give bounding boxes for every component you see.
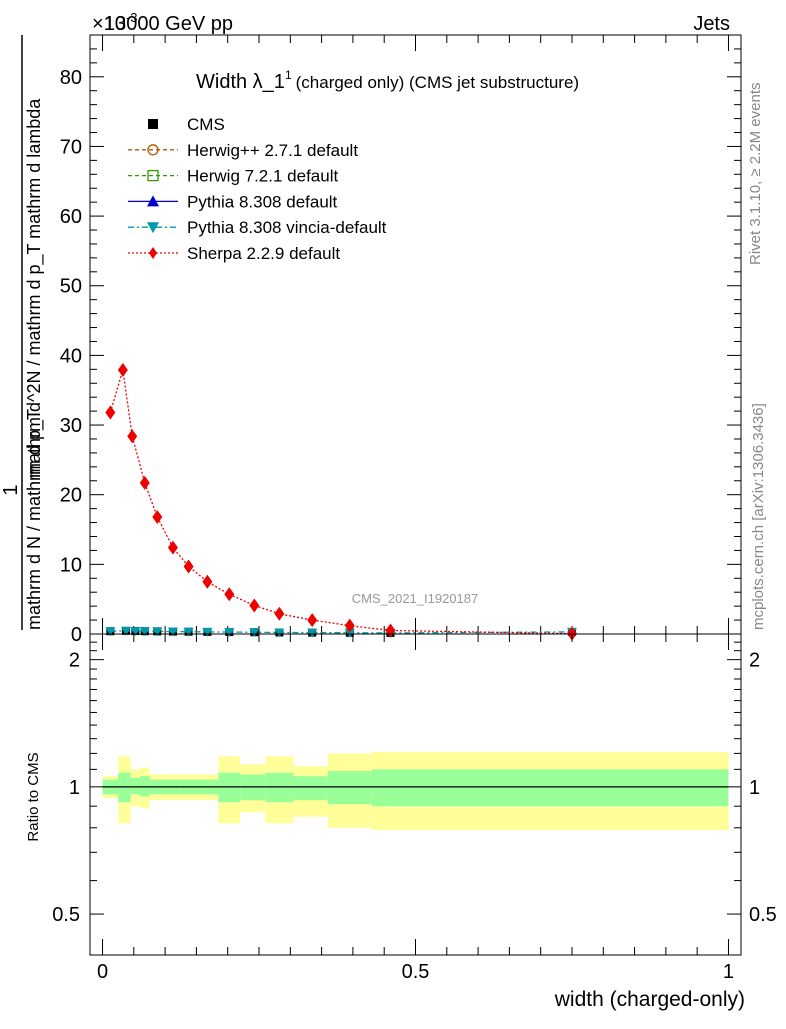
series-4-point	[183, 627, 194, 637]
legend-label: Pythia 8.308 default	[187, 192, 338, 211]
ylabel-ratio: Ratio to CMS	[25, 752, 42, 841]
legend-label: CMS	[187, 115, 225, 134]
series-4-point	[249, 628, 260, 638]
legend-label: Pythia 8.308 vincia-default	[187, 218, 387, 237]
ratio-y-tick-label: 0.5	[52, 904, 80, 926]
process-label: 13000 GeV pp	[104, 13, 233, 35]
ratio-y-tick-label: 1	[69, 777, 80, 799]
y-tick-label: 80	[60, 67, 82, 89]
series-5-point	[105, 405, 116, 420]
x-tick-label: 0	[97, 961, 108, 983]
series-4-point	[105, 627, 116, 637]
series-4-point	[344, 628, 355, 638]
legend-marker	[147, 195, 159, 207]
mcplots-label: mcplots.cern.ch [arXiv:1306.3436]	[750, 403, 767, 630]
x-axis-title: width (charged-only)	[554, 988, 745, 1011]
legend-marker	[148, 119, 158, 129]
y-axis-title-main: 1 mathrm d N / mathrm d p_T mathrm d^2N …	[0, 35, 45, 630]
series-5-line	[109, 369, 573, 635]
x-tick-label: 0.5	[402, 961, 430, 983]
x-tick-label: 1	[723, 961, 734, 983]
series-4-point	[224, 628, 235, 638]
ratio-band-inner	[327, 771, 372, 805]
analysis-label: CMS_2021_I1920187	[352, 591, 479, 606]
y-tick-label: 10	[60, 554, 82, 576]
y-tick-label: 50	[60, 276, 82, 298]
main-plot-panel: 0 10 20 30 40 50 60 70 80	[60, 34, 742, 646]
ratio-plot-panel: 0.5 0.5 1 1 2 2 0 0.5 1	[52, 633, 777, 983]
legend-marker	[147, 169, 159, 182]
y-tick-label: 20	[60, 485, 82, 507]
y-tick-label: 70	[60, 136, 82, 158]
series-4-point	[152, 627, 163, 637]
series-5-point	[167, 540, 178, 555]
exponent-label: ×10-3	[92, 10, 138, 35]
y-tick-label: 60	[60, 206, 82, 228]
ylabel-right: mathrm d^2N / mathrm d p_T mathrm d lamb…	[24, 98, 45, 478]
legend-label: Sherpa 2.2.9 default	[187, 244, 340, 263]
ratio-y-tick-label-right: 1	[749, 777, 760, 799]
ratio-band-inner	[140, 776, 150, 797]
series-5-point	[139, 475, 150, 490]
category-label: Jets	[693, 13, 730, 35]
series-5-point	[224, 587, 235, 602]
series-5-point	[307, 613, 318, 628]
y-tick-label: 30	[60, 415, 82, 437]
series-5-point	[202, 574, 213, 589]
series-5-point	[117, 363, 128, 378]
chart-title: Width λ_11 (charged only) (CMS jet substr…	[196, 68, 579, 93]
y-tick-label: 40	[60, 345, 82, 367]
legend-marker	[147, 222, 159, 234]
series-4-point	[120, 626, 131, 636]
legend: CMS Herwig++ 2.7.1 default Herwig 7.2.1 de…	[128, 115, 387, 263]
series-4-point	[274, 628, 285, 638]
ratio-band-inner	[130, 777, 141, 795]
series-4-point	[307, 628, 318, 638]
ratio-band-inner	[293, 776, 328, 801]
series-4-point	[130, 627, 141, 637]
rivet-label: Rivet 3.1.10, ≥ 2.2M events	[747, 83, 764, 266]
series-4-point	[202, 627, 213, 637]
y-tick-label: 0	[71, 624, 82, 646]
ratio-y-tick-label: 2	[69, 650, 80, 672]
series-4-point	[167, 627, 178, 637]
series-4-line	[110, 630, 572, 634]
legend-marker	[149, 247, 157, 259]
ratio-band-inner	[371, 769, 729, 807]
ratio-y-tick-label-right: 2	[749, 650, 760, 672]
ylabel-denominator: mathrm d N / mathrm d p_T	[24, 409, 45, 630]
series-4-point	[139, 627, 150, 637]
legend-label: Herwig 7.2.1 default	[187, 167, 338, 186]
legend-marker	[147, 144, 159, 156]
ratio-y-tick-label-right: 0.5	[749, 904, 777, 926]
series-5-point	[344, 618, 355, 633]
series-5-point	[249, 598, 260, 613]
series-5-point	[274, 606, 285, 621]
series-5-point	[152, 509, 163, 524]
legend-label: Herwig++ 2.7.1 default	[187, 141, 358, 160]
ylabel-numerator: 1	[0, 484, 22, 495]
series-5-point	[183, 559, 194, 574]
series-5-point	[127, 429, 138, 444]
